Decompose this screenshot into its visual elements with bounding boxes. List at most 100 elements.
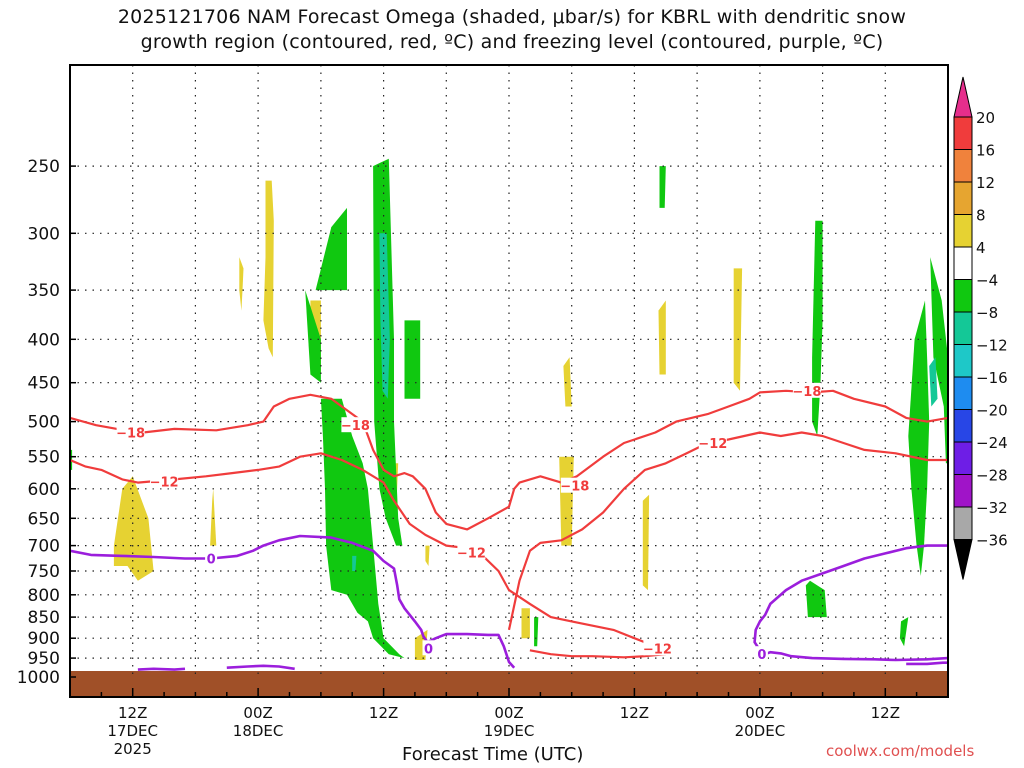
omega-region <box>320 398 405 659</box>
colorbar-top-arrow <box>953 76 973 118</box>
omega-region <box>812 220 823 436</box>
omega-region <box>733 268 743 391</box>
contour-label-bg <box>643 640 672 656</box>
freezing-level-contour <box>764 650 948 662</box>
omega-region <box>658 300 666 375</box>
omega-region <box>563 357 572 407</box>
x-axis-title: Forecast Time (UTC) <box>402 744 584 765</box>
omega-region <box>305 290 321 383</box>
chart-title-line2: growth region (contoured, red, ºC) and f… <box>140 31 884 53</box>
colorbar-swatch <box>953 409 973 443</box>
contour-label-bg <box>792 382 821 398</box>
xtick-label: 12Z <box>620 704 649 722</box>
colorbar-swatch <box>953 149 973 183</box>
colorbar-label: 8 <box>976 207 986 225</box>
freezing-level-contour <box>906 661 948 666</box>
ytick-label: 900 <box>28 629 60 649</box>
contour-label-bg <box>116 424 145 440</box>
omega-region <box>379 233 390 399</box>
colorbar-swatch <box>953 441 973 475</box>
colorbar-label: −36 <box>976 532 1008 550</box>
omega-region <box>805 580 827 618</box>
omega-region <box>239 257 244 311</box>
ytick-label: 700 <box>28 537 60 557</box>
contour-labels: −18 −18 −18 −18 −12 −12 −12 −12 0 0 0 <box>116 382 821 663</box>
ytick-label: 250 <box>28 157 60 177</box>
colorbar-label: −24 <box>976 434 1008 452</box>
colorbar-label: −28 <box>976 467 1008 485</box>
pressure-gridlines <box>70 65 948 677</box>
ytick-label: 450 <box>28 374 60 394</box>
contour-label: −18 <box>341 419 370 434</box>
colorbar-bottom-arrow <box>953 539 973 580</box>
colorbar-swatch <box>953 181 973 215</box>
colorbar-label: −16 <box>976 369 1008 387</box>
xtick-label: 12Z <box>871 704 900 722</box>
colorbar-label: −4 <box>976 272 998 290</box>
colorbar-label: −12 <box>976 337 1008 355</box>
ytick-label: 1000 <box>17 668 60 688</box>
xtick-label: 12Z <box>369 704 398 722</box>
xtick-label: 2025 <box>114 740 152 758</box>
snow-growth-contour <box>70 389 948 531</box>
ytick-label: 950 <box>28 649 60 669</box>
omega-region <box>113 476 154 581</box>
colorbar-label: −32 <box>976 499 1008 517</box>
ytick-label: 800 <box>28 586 60 606</box>
colorbar-swatch <box>953 506 973 540</box>
colorbar: 20 16 12 8 4 −4 −8 −12 −16 −20 −24 −28 −32 −36 <box>953 76 1008 580</box>
omega-region <box>352 555 357 571</box>
xtick-label: 00Z <box>494 704 523 722</box>
xtick-label: 17DEC <box>107 722 158 740</box>
omega-region <box>899 617 909 647</box>
colorbar-label: −8 <box>976 304 998 322</box>
contour-label: 0 <box>207 553 216 568</box>
omega-shading <box>70 158 948 660</box>
contour-label-bg <box>205 550 218 566</box>
omega-region <box>659 166 666 208</box>
ytick-label: 850 <box>28 608 60 628</box>
xtick-label: 19DEC <box>484 722 535 740</box>
omega-region <box>263 180 274 358</box>
ytick-label: 600 <box>28 480 60 500</box>
credit-text: coolwx.com/models <box>826 742 975 760</box>
xtick-label: 00Z <box>243 704 272 722</box>
omega-region <box>210 488 217 546</box>
omega-region <box>908 300 930 576</box>
contour-label: 0 <box>424 642 433 657</box>
colorbar-label: 20 <box>976 109 995 127</box>
colorbar-swatch <box>953 246 973 280</box>
contour-label-bg <box>150 473 179 489</box>
contour-label: −12 <box>643 642 672 657</box>
colorbar-swatch <box>953 376 973 410</box>
contour-label-bg <box>422 640 435 656</box>
colorbar-swatch <box>953 214 973 248</box>
omega-region <box>425 545 430 566</box>
contour-label: −18 <box>560 480 589 495</box>
xtick-label: 00Z <box>745 704 774 722</box>
omega-region <box>929 357 938 407</box>
contour-label: −18 <box>116 427 145 442</box>
colorbar-swatch <box>953 279 973 313</box>
colorbar-swatch <box>953 311 973 345</box>
omega-region <box>521 608 530 639</box>
omega-region <box>642 494 650 591</box>
freezing-level-contour <box>753 544 948 652</box>
snow-growth-contour <box>529 649 666 659</box>
colorbar-label: 4 <box>976 239 986 257</box>
freezing-level-contour <box>226 664 295 671</box>
ytick-label: 350 <box>28 281 60 301</box>
contour-label: −12 <box>457 546 486 561</box>
snow-growth-contour <box>507 431 948 631</box>
contour-label: −12 <box>150 475 179 490</box>
colorbar-label: 16 <box>976 142 995 160</box>
freezing-level-contour <box>137 667 186 671</box>
contour-label-bg <box>698 435 727 450</box>
y-axis: 2503003504004505005506006507007508008509… <box>17 157 76 688</box>
contour-label: −12 <box>698 437 727 452</box>
ytick-label: 400 <box>28 330 60 350</box>
contour-label: 0 <box>757 648 766 663</box>
xtick-label: 20DEC <box>735 722 786 740</box>
omega-region <box>315 207 347 291</box>
